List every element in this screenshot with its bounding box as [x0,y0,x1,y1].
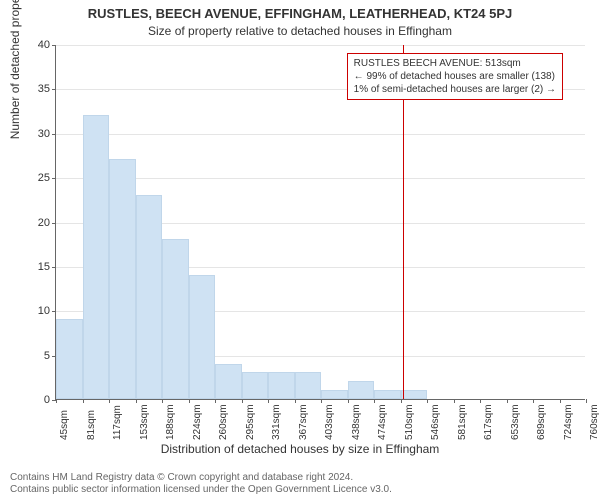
xtick-mark [586,399,587,403]
footer-line-1: Contains HM Land Registry data © Crown c… [10,472,392,484]
xtick-label: 188sqm [165,404,176,440]
xtick-mark [215,399,216,403]
xtick-label: 260sqm [218,404,229,440]
xtick-label: 403sqm [324,404,335,440]
xtick-mark [295,399,296,403]
xtick-mark [560,399,561,403]
xtick-mark [374,399,375,403]
xtick-label: 689sqm [536,404,547,440]
xtick-mark [109,399,110,403]
xtick-mark [321,399,322,403]
ytick-mark [52,267,56,268]
ytick-label: 0 [20,394,50,406]
ytick-mark [52,223,56,224]
xtick-mark [348,399,349,403]
xtick-label: 331sqm [271,404,282,440]
histogram-bar [109,159,136,399]
xtick-label: 546sqm [430,404,441,440]
ytick-label: 40 [20,39,50,51]
histogram-bar [295,372,322,399]
histogram-bar [215,364,242,400]
xtick-mark [242,399,243,403]
xtick-label: 474sqm [377,404,388,440]
gridline [56,45,585,46]
ytick-label: 20 [20,217,50,229]
xtick-label: 367sqm [298,404,309,440]
xtick-mark [480,399,481,403]
histogram-bar [83,115,110,399]
xtick-label: 153sqm [139,404,150,440]
xtick-mark [83,399,84,403]
ytick-label: 35 [20,83,50,95]
histogram-bar [189,275,216,399]
xtick-label: 581sqm [457,404,468,440]
annotation-line-1: RUSTLES BEECH AVENUE: 513sqm [354,57,556,70]
ytick-label: 15 [20,261,50,273]
chart-title-1: RUSTLES, BEECH AVENUE, EFFINGHAM, LEATHE… [0,6,600,21]
xtick-mark [454,399,455,403]
ytick-mark [52,89,56,90]
annotation-box: RUSTLES BEECH AVENUE: 513sqm← 99% of det… [347,53,563,100]
xtick-label: 653sqm [510,404,521,440]
ytick-label: 30 [20,128,50,140]
histogram-bar [56,319,83,399]
footer-attribution: Contains HM Land Registry data © Crown c… [10,472,392,496]
xtick-mark [401,399,402,403]
histogram-bar [136,195,163,399]
histogram-bar [374,390,401,399]
xtick-mark [268,399,269,403]
xtick-mark [427,399,428,403]
histogram-bar [268,372,295,399]
annotation-line-2: ← 99% of detached houses are smaller (13… [354,70,556,83]
xtick-mark [136,399,137,403]
histogram-bar [162,239,189,399]
ytick-label: 25 [20,172,50,184]
xtick-label: 117sqm [112,405,123,440]
footer-line-2: Contains public sector information licen… [10,484,392,496]
xtick-mark [189,399,190,403]
xtick-mark [533,399,534,403]
xtick-label: 724sqm [563,404,574,440]
ytick-mark [52,45,56,46]
xtick-mark [56,399,57,403]
histogram-bar [242,372,269,399]
histogram-bar [321,390,348,399]
ytick-label: 10 [20,305,50,317]
ytick-mark [52,178,56,179]
xtick-label: 510sqm [404,404,415,440]
xtick-label: 45sqm [59,410,70,440]
ytick-mark [52,134,56,135]
ytick-mark [52,311,56,312]
xtick-label: 438sqm [351,404,362,440]
histogram-bar [348,381,375,399]
xtick-label: 617sqm [483,404,494,440]
xtick-mark [162,399,163,403]
histogram-bar [401,390,428,399]
chart-title-2: Size of property relative to detached ho… [0,24,600,38]
ytick-label: 5 [20,350,50,362]
xtick-label: 760sqm [589,404,600,440]
gridline [56,134,585,135]
xtick-label: 295sqm [245,404,256,440]
xtick-label: 224sqm [192,404,203,440]
x-axis-label: Distribution of detached houses by size … [0,442,600,456]
y-axis-label: Number of detached properties [8,0,22,139]
annotation-line-3: 1% of semi-detached houses are larger (2… [354,83,556,96]
xtick-label: 81sqm [86,410,97,440]
xtick-mark [507,399,508,403]
